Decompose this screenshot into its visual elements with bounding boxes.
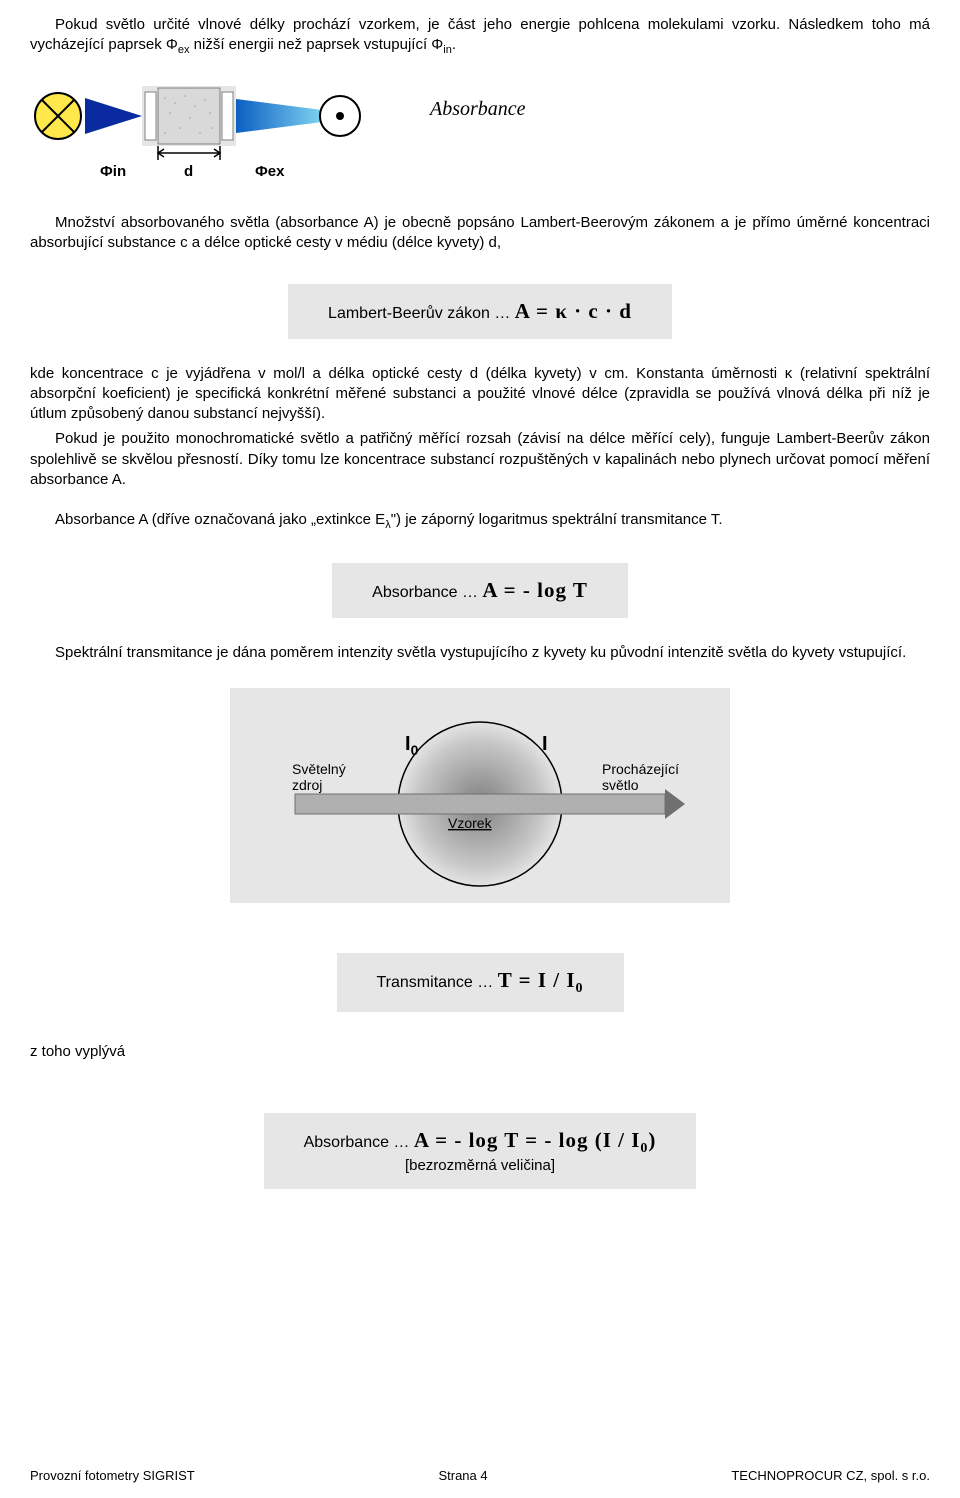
para-kde: kde koncentrace c je vyjádřena v mol/l a…: [30, 364, 930, 425]
para-absorbance: Množství absorbovaného světla (absorbanc…: [30, 213, 930, 254]
footer-right: TECHNOPROCUR CZ, spol. s r.o.: [731, 1468, 930, 1483]
footer-left: Provozní fotometry SIGRIST: [30, 1468, 195, 1483]
para-spect: Spektrální transmitance je dána poměrem …: [30, 643, 930, 663]
f4-eq-pre: A = - log T = - log (I / I: [414, 1128, 641, 1152]
intro-period: .: [452, 36, 456, 53]
intro-sub-ex: ex: [178, 44, 190, 56]
formula-lambert-beer: Lambert-Beerův zákon … A = κ · c · d: [288, 284, 672, 339]
ext-post: ") je záporný logaritmus spektrální tran…: [391, 511, 723, 528]
d2-label-src: Světelnýzdroj: [292, 761, 346, 793]
f2-eq: A = - log T: [482, 578, 587, 602]
page-footer: Provozní fotometry SIGRIST Strana 4 TECH…: [30, 1468, 930, 1483]
formula-transmitance: Transmitance … T = I / I0: [337, 953, 624, 1012]
label-phex: Фex: [255, 163, 285, 180]
f4-label: Absorbance …: [304, 1134, 414, 1151]
f4-eq-post: ): [648, 1128, 656, 1152]
f3-sub: 0: [576, 981, 584, 996]
transmitance-diagram: I0 I Světelnýzdroj Vzorek Procházejícísv…: [230, 688, 730, 903]
intro-paragraph: Pokud světlo určité vlnové délky procház…: [30, 15, 930, 58]
d2-label-out: Procházejícísvětlo: [602, 761, 679, 793]
absorbance-diagram: Фin d Фex: [30, 78, 380, 188]
f4-note: [bezrozměrná veličina]: [304, 1157, 657, 1174]
ext-pre: Absorbance A (dříve označovaná jako „ext…: [55, 511, 385, 528]
diagram-1-container: Фin d Фex Absorbance: [30, 78, 930, 188]
d2-label-I: I: [542, 733, 548, 755]
absorbance-heading: Absorbance: [430, 98, 526, 121]
label-d: d: [184, 163, 193, 180]
para-mono: Pokud je použito monochromatické světlo …: [30, 429, 930, 490]
intro-text-a: Pokud světlo určité vlnové délky procház…: [30, 16, 930, 53]
d2-label-vzorek: Vzorek: [448, 815, 493, 831]
f3-eq: T = I / I: [498, 968, 576, 992]
z-toho: z toho vyplývá: [30, 1042, 930, 1062]
svg-text:I0: I0: [405, 733, 419, 758]
f1-eq: A = κ · c · d: [515, 299, 632, 323]
diagram-2-container: I0 I Světelnýzdroj Vzorek Procházejícísv…: [230, 688, 730, 903]
footer-center: Strana 4: [438, 1468, 487, 1483]
f3-label: Transmitance …: [377, 974, 498, 991]
label-phin: Фin: [100, 163, 126, 180]
intro-text-b: nižší energii než paprsek vstupující Φ: [190, 36, 444, 53]
f1-label: Lambert-Beerův zákon …: [328, 305, 515, 322]
f2-label: Absorbance …: [372, 584, 482, 601]
formula-absorbance-log: Absorbance … A = - log T: [332, 563, 628, 618]
formula-absorbance-full: Absorbance … A = - log T = - log (I / I0…: [264, 1113, 697, 1189]
intro-sub-in: in: [443, 44, 452, 56]
para-extinkce: Absorbance A (dříve označovaná jako „ext…: [30, 510, 930, 533]
